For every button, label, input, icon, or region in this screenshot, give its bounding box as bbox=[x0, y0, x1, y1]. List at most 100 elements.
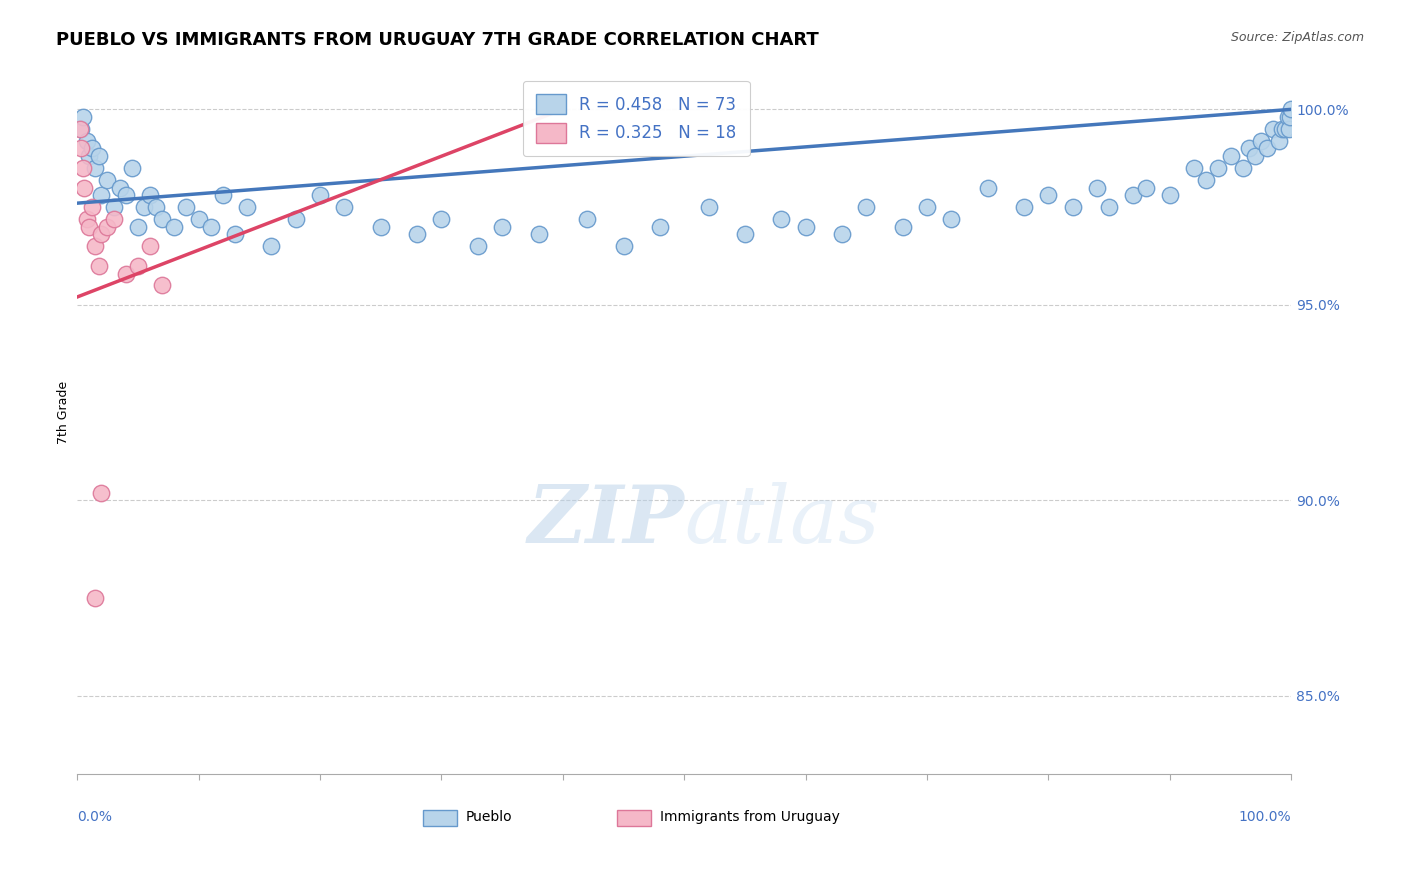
Point bbox=[1268, 134, 1291, 148]
Point bbox=[72, 161, 94, 175]
Point bbox=[576, 211, 599, 226]
Point bbox=[72, 110, 94, 124]
Point bbox=[1012, 200, 1035, 214]
Point bbox=[132, 200, 155, 214]
Point bbox=[1062, 200, 1084, 214]
Point bbox=[127, 219, 149, 234]
Point bbox=[77, 149, 100, 163]
Point bbox=[73, 180, 96, 194]
Point bbox=[84, 239, 107, 253]
Point bbox=[1278, 121, 1301, 136]
Point bbox=[77, 219, 100, 234]
Point bbox=[855, 200, 877, 214]
Text: atlas: atlas bbox=[685, 482, 880, 559]
Point bbox=[69, 121, 91, 136]
FancyBboxPatch shape bbox=[423, 810, 457, 826]
Point bbox=[69, 121, 91, 136]
Point bbox=[1271, 121, 1294, 136]
Point bbox=[90, 188, 112, 202]
Point bbox=[1237, 141, 1260, 155]
Point bbox=[121, 161, 143, 175]
Point bbox=[1232, 161, 1254, 175]
Point bbox=[1250, 134, 1272, 148]
Y-axis label: 7th Grade: 7th Grade bbox=[58, 381, 70, 444]
Point bbox=[891, 219, 914, 234]
Point bbox=[370, 219, 392, 234]
Point bbox=[1244, 149, 1267, 163]
Point bbox=[84, 591, 107, 605]
Point bbox=[467, 239, 489, 253]
Point bbox=[163, 219, 186, 234]
Point bbox=[80, 141, 103, 155]
Point bbox=[108, 180, 131, 194]
Text: 100.0%: 100.0% bbox=[1239, 810, 1291, 824]
Point bbox=[915, 200, 938, 214]
Point bbox=[176, 200, 198, 214]
Point bbox=[80, 200, 103, 214]
Point bbox=[770, 211, 793, 226]
Point bbox=[333, 200, 356, 214]
Legend: R = 0.458   N = 73, R = 0.325   N = 18: R = 0.458 N = 73, R = 0.325 N = 18 bbox=[523, 80, 749, 156]
Point bbox=[76, 211, 98, 226]
Point bbox=[648, 219, 671, 234]
Point bbox=[87, 149, 110, 163]
Point bbox=[139, 239, 162, 253]
Point bbox=[1274, 121, 1296, 136]
Point bbox=[211, 188, 233, 202]
Point bbox=[1279, 110, 1302, 124]
FancyBboxPatch shape bbox=[617, 810, 651, 826]
Point bbox=[260, 239, 283, 253]
Point bbox=[145, 200, 167, 214]
Text: PUEBLO VS IMMIGRANTS FROM URUGUAY 7TH GRADE CORRELATION CHART: PUEBLO VS IMMIGRANTS FROM URUGUAY 7TH GR… bbox=[56, 31, 818, 49]
Point bbox=[114, 188, 136, 202]
Point bbox=[1098, 200, 1121, 214]
Text: Pueblo: Pueblo bbox=[465, 811, 512, 824]
Point bbox=[90, 227, 112, 242]
Text: ZIP: ZIP bbox=[527, 482, 685, 559]
Point bbox=[84, 161, 107, 175]
Point bbox=[96, 219, 118, 234]
Point bbox=[1277, 110, 1299, 124]
Point bbox=[430, 211, 453, 226]
Point bbox=[1159, 188, 1181, 202]
Point bbox=[284, 211, 307, 226]
Point bbox=[150, 278, 173, 293]
Point bbox=[69, 141, 91, 155]
Point bbox=[612, 239, 634, 253]
Point bbox=[406, 227, 429, 242]
Text: Source: ZipAtlas.com: Source: ZipAtlas.com bbox=[1230, 31, 1364, 45]
Point bbox=[941, 211, 963, 226]
Point bbox=[127, 259, 149, 273]
Point bbox=[831, 227, 853, 242]
Point bbox=[1182, 161, 1205, 175]
Point bbox=[1195, 172, 1218, 186]
Text: 0.0%: 0.0% bbox=[77, 810, 112, 824]
Point bbox=[527, 227, 550, 242]
Point bbox=[87, 259, 110, 273]
Text: Immigrants from Uruguay: Immigrants from Uruguay bbox=[659, 811, 839, 824]
Point bbox=[1085, 180, 1108, 194]
Point bbox=[150, 211, 173, 226]
Point bbox=[1122, 188, 1144, 202]
Point bbox=[76, 134, 98, 148]
Point bbox=[139, 188, 162, 202]
Point bbox=[697, 200, 720, 214]
Point bbox=[236, 200, 259, 214]
Point bbox=[309, 188, 332, 202]
Point bbox=[1219, 149, 1241, 163]
Point bbox=[103, 211, 125, 226]
Point bbox=[1261, 121, 1284, 136]
Point bbox=[1279, 103, 1302, 117]
Point bbox=[1038, 188, 1060, 202]
Point bbox=[1256, 141, 1278, 155]
Point bbox=[90, 485, 112, 500]
Point bbox=[114, 267, 136, 281]
Point bbox=[1135, 180, 1157, 194]
Point bbox=[187, 211, 209, 226]
Point bbox=[794, 219, 817, 234]
Point bbox=[224, 227, 246, 242]
Point bbox=[1208, 161, 1230, 175]
Point bbox=[96, 172, 118, 186]
Point bbox=[200, 219, 222, 234]
Point bbox=[103, 200, 125, 214]
